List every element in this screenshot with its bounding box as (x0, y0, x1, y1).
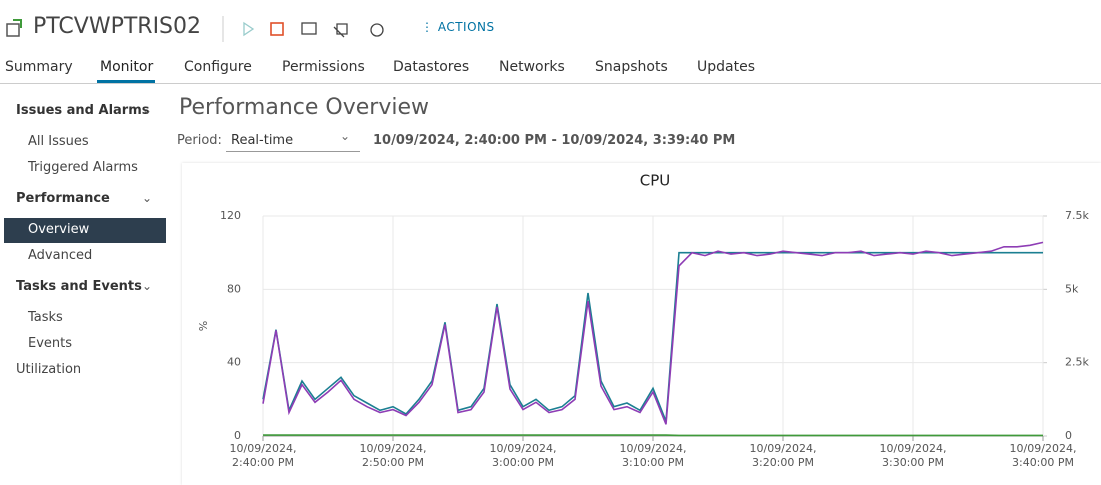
actions-button[interactable]: ⋮ ACTIONS (421, 20, 495, 34)
x-tick-label-line: 10/09/2024, (230, 442, 297, 455)
period-select[interactable]: Real-time ⌄ (226, 129, 360, 152)
tab[interactable]: Summary (5, 59, 73, 75)
x-tick-label-line: 10/09/2024, (490, 442, 557, 455)
x-tick-label-line: 3:10:00 PM (622, 456, 684, 469)
series-line (262, 251, 1043, 422)
x-tick-label-line: 3:40:00 PM (1012, 456, 1074, 469)
x-tick-label: 10/09/2024, 2:50:00 PM (360, 442, 427, 469)
x-tick-label: 10/09/2024, 2:40:00 PM (230, 442, 297, 469)
x-tick-label-line: 10/09/2024, (750, 442, 817, 455)
vm-icon (6, 19, 22, 37)
x-tick-label: 10/09/2024, 3:20:00 PM (750, 442, 817, 469)
chevron[interactable]: ⌄ (142, 279, 153, 293)
y2-tick-label: 7.5k (1065, 209, 1089, 222)
tab[interactable]: Updates (697, 59, 755, 75)
chart-title: CPU (640, 172, 671, 190)
period-label: Period: (177, 133, 222, 148)
tab[interactable]: Snapshots (595, 59, 668, 75)
y-tick-label: 80 (227, 282, 241, 295)
y2-tick-label: 5k (1065, 282, 1079, 295)
snapshot[interactable] (370, 23, 384, 37)
x-tick-label-line: 3:20:00 PM (752, 456, 814, 469)
period-value[interactable]: Real-time (231, 133, 294, 148)
tab[interactable]: Configure (184, 59, 252, 75)
y-axis-label: % (197, 321, 210, 331)
x-tick-label-line: 10/09/2024, (360, 442, 427, 455)
x-tick-label-line: 10/09/2024, (880, 442, 947, 455)
toolbar (222, 16, 384, 42)
nav-selected (4, 218, 166, 243)
tab-divider (0, 83, 1101, 84)
nav-group[interactable]: Performance (16, 191, 110, 206)
x-tick-label-line: 10/09/2024, (1010, 442, 1077, 455)
tab[interactable]: Networks (499, 59, 565, 75)
console[interactable] (301, 22, 317, 35)
chevron[interactable]: ⌄ (142, 103, 153, 117)
x-tick-label: 10/09/2024, 3:40:00 PM (1010, 442, 1077, 469)
y-tick-label: 40 (227, 356, 241, 369)
nav-group[interactable]: Tasks and Events (16, 279, 142, 294)
actions-label[interactable]: ACTIONS (437, 20, 495, 34)
power-off[interactable] (270, 22, 284, 36)
nav-group[interactable]: Issues and Alarms (16, 103, 150, 118)
y-tick-label: 0 (234, 429, 241, 442)
chart-menu[interactable]: ⋮ (1095, 174, 1101, 192)
migrate[interactable] (333, 23, 348, 38)
page-title: Performance Overview (179, 95, 429, 120)
x-tick-label-line: 2:50:00 PM (362, 456, 424, 469)
x-tick-label-line: 10/09/2024, (620, 442, 687, 455)
series-line (262, 241, 1044, 425)
x-tick-label: 10/09/2024, 3:10:00 PM (620, 442, 687, 469)
nav-item[interactable]: Events (28, 336, 73, 351)
x-tick-label-line: 3:30:00 PM (882, 456, 944, 469)
x-tick-label-line: 2:40:00 PM (232, 456, 294, 469)
time-range: 10/09/2024, 2:40:00 PM - 10/09/2024, 3:3… (373, 133, 736, 148)
x-tick-label-line: 3:00:00 PM (492, 456, 554, 469)
chevron[interactable]: ⌄ (142, 191, 153, 205)
y-tick-label: 120 (220, 209, 241, 222)
tab[interactable]: Permissions (282, 59, 365, 75)
nav-item[interactable]: Utilization (16, 362, 82, 377)
nav-item[interactable]: Advanced (28, 248, 93, 263)
x-tick-label: 10/09/2024, 3:30:00 PM (880, 442, 947, 469)
vm-title: PTCVWPTRIS02 (33, 14, 202, 39)
x-tick-label: 10/09/2024, 3:00:00 PM (490, 442, 557, 469)
nav-item[interactable]: Triggered Alarms (28, 160, 138, 175)
tab-underline (97, 80, 155, 83)
nav-item[interactable]: All Issues (28, 134, 89, 149)
y2-tick-label: 0 (1065, 429, 1072, 442)
tab[interactable]: Datastores (393, 59, 470, 75)
nav-item[interactable]: Tasks (28, 310, 63, 325)
power-on[interactable] (243, 21, 255, 37)
tab[interactable]: Monitor (100, 59, 154, 75)
chart-card (182, 163, 1101, 485)
nav-item[interactable]: Overview (28, 222, 90, 237)
y2-tick-label: 2.5k (1065, 356, 1089, 369)
